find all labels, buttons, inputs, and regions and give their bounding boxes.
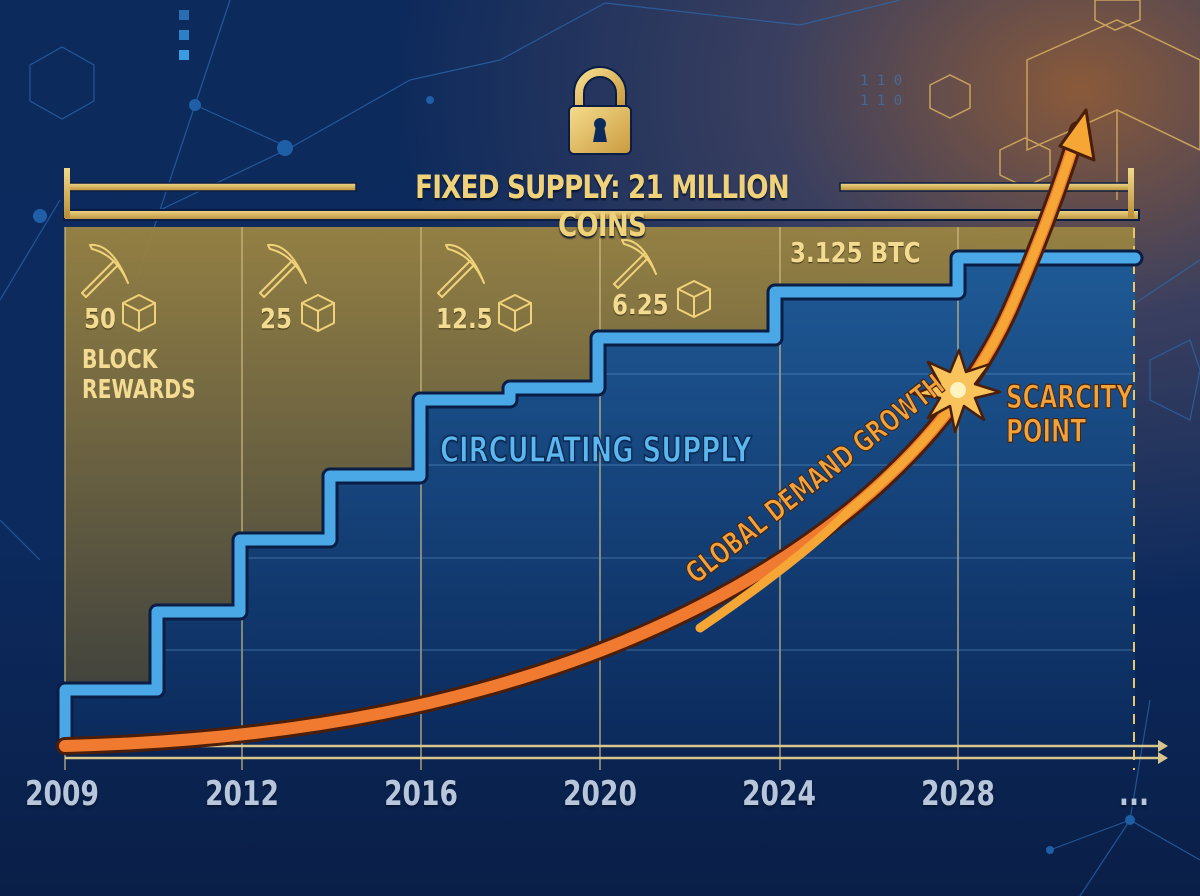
x-axis [65, 744, 1158, 760]
pickaxe-icon [259, 243, 307, 298]
x-tick-2009: 2009 [25, 774, 99, 814]
binary-decor: 1 1 0 1 1 0 [860, 73, 902, 109]
x-tick-2012: 2012 [205, 774, 279, 814]
chart-title: FIXED SUPPLY: 21 MILLION COINS [415, 168, 790, 244]
cube-icon [677, 280, 711, 318]
x-tick-2020: 2020 [563, 774, 637, 814]
x-axis-arrow [1158, 740, 1168, 752]
horizontal-grid [155, 373, 1135, 651]
svg-text:1 1 0: 1 1 0 [860, 93, 902, 109]
demand-curve-highlight [695, 125, 1083, 633]
cube-icon [301, 294, 335, 332]
block-rewards-line1: BLOCK [82, 345, 158, 375]
cube-icon [122, 294, 156, 332]
reward-label-2020: 6.25 [612, 288, 669, 321]
scarcity-line1: SCARCITY [1006, 378, 1134, 416]
x-tick-future: ... [1118, 774, 1150, 814]
pickaxe-icon [81, 243, 129, 298]
reward-label-2024: 3.125 BTC [790, 236, 921, 269]
demand-arrow-head [1058, 108, 1096, 162]
block-rewards-line2: REWARDS [82, 375, 196, 405]
network-nodes [33, 96, 1135, 854]
chart-grid [64, 227, 959, 770]
pickaxe-icon [613, 238, 657, 289]
decor-squares [179, 10, 189, 60]
reward-label-2009: 50 [84, 302, 116, 335]
x-tick-2016: 2016 [384, 774, 458, 814]
reward-label-2016: 12.5 [436, 302, 493, 335]
starburst-core [950, 382, 966, 398]
x-tick-2028: 2028 [921, 774, 995, 814]
scarcity-point-label: SCARCITY POINT [1006, 378, 1134, 450]
x-tick-2024: 2024 [742, 774, 816, 814]
pickaxe-icon [437, 243, 485, 298]
block-rewards-label: BLOCK REWARDS [82, 345, 196, 405]
supply-cap-bracket [63, 168, 1140, 221]
reward-label-2012: 25 [260, 302, 292, 335]
circulating-supply-label: CIRCULATING SUPPLY [439, 429, 752, 472]
padlock-icon [568, 66, 632, 155]
cube-icon [498, 294, 532, 332]
reward-icons [81, 238, 711, 332]
svg-text:1 1 0: 1 1 0 [860, 73, 902, 89]
x-axis-arrow-2 [1158, 752, 1168, 764]
circulating-supply-line-fill [59, 252, 1141, 751]
scarcity-line2: POINT [1006, 412, 1087, 450]
